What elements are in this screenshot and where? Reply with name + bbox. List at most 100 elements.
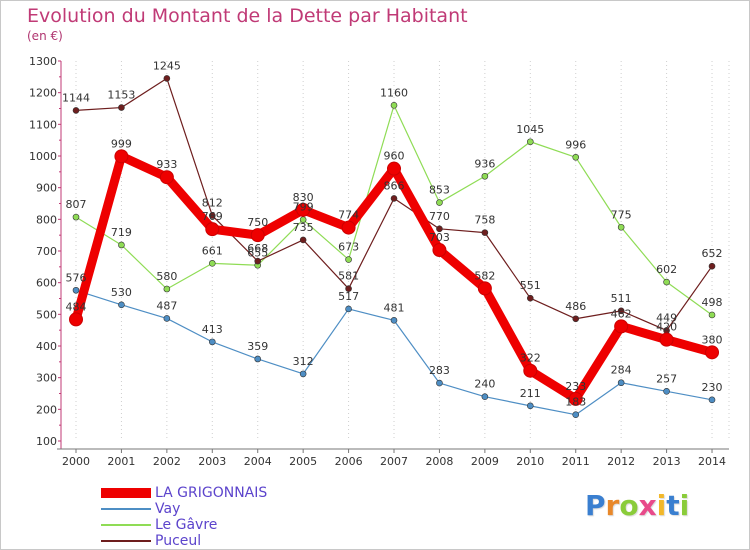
- data-point: [69, 312, 83, 327]
- data-label: 853: [429, 184, 450, 197]
- data-point: [299, 236, 307, 244]
- data-point: [481, 172, 489, 180]
- data-point: [572, 315, 580, 323]
- data-point: [617, 307, 625, 315]
- y-tick-label: 800: [36, 213, 57, 226]
- y-tick-label: 700: [36, 245, 57, 258]
- y-tick-label: 200: [36, 403, 57, 416]
- data-label: 1245: [153, 59, 181, 72]
- data-point: [208, 260, 216, 267]
- data-label: 807: [66, 198, 87, 211]
- data-label: 830: [293, 191, 314, 204]
- x-tick-label: 2004: [244, 455, 272, 468]
- data-point: [481, 229, 489, 236]
- data-point: [163, 75, 171, 82]
- x-tick-label: 2002: [153, 455, 181, 468]
- data-label: 775: [611, 208, 632, 221]
- data-label: 420: [656, 321, 677, 334]
- data-label: 936: [474, 157, 495, 170]
- legend-label: LA GRIGONNAIS: [155, 485, 268, 501]
- data-label: 230: [702, 381, 723, 394]
- data-point: [663, 387, 670, 395]
- data-label: 661: [202, 244, 223, 257]
- data-point: [614, 319, 629, 334]
- data-label: 719: [111, 226, 132, 239]
- data-point: [390, 317, 398, 324]
- data-label: 283: [429, 364, 450, 377]
- y-tick-label: 600: [36, 277, 57, 290]
- logo-letter: t: [666, 489, 680, 522]
- y-tick-label: 1000: [29, 150, 57, 163]
- data-point: [72, 213, 80, 221]
- data-point: [114, 149, 129, 164]
- data-point: [659, 332, 674, 347]
- data-point: [617, 379, 625, 387]
- y-tick-label: 1300: [29, 55, 57, 68]
- data-point: [118, 301, 125, 309]
- data-point: [163, 315, 171, 322]
- data-point: [708, 396, 716, 404]
- data-point: [436, 199, 443, 206]
- data-label: 770: [429, 210, 450, 223]
- y-tick-label: 1200: [29, 87, 57, 100]
- data-point: [526, 138, 534, 146]
- legend-label: Puceul: [155, 533, 202, 549]
- data-point: [481, 393, 489, 400]
- data-label: 769: [202, 210, 223, 223]
- y-tick-label: 400: [36, 340, 57, 353]
- x-tick-label: 2008: [425, 455, 453, 468]
- y-tick-label: 500: [36, 308, 57, 321]
- data-label: 758: [474, 214, 495, 227]
- data-label: 211: [520, 387, 541, 400]
- data-label: 652: [702, 247, 723, 260]
- data-label: 735: [293, 221, 314, 234]
- legend-swatch: [101, 508, 151, 510]
- data-point: [708, 262, 716, 270]
- data-label: 530: [111, 286, 132, 299]
- data-label: 240: [474, 378, 495, 391]
- data-point: [254, 257, 262, 265]
- legend-swatch: [101, 488, 151, 498]
- legend-label: Vay: [155, 501, 181, 517]
- data-point: [72, 286, 80, 294]
- data-point: [208, 338, 216, 346]
- data-label: 999: [111, 137, 132, 150]
- data-point: [477, 281, 492, 296]
- data-label: 866: [384, 179, 405, 192]
- data-point: [299, 370, 307, 378]
- x-tick-label: 2005: [289, 455, 317, 468]
- data-label: 580: [156, 270, 177, 283]
- data-label: 183: [565, 396, 586, 409]
- data-label: 750: [247, 216, 268, 229]
- data-label: 1160: [380, 86, 408, 99]
- data-point: [118, 241, 125, 249]
- data-point: [436, 225, 443, 233]
- data-label: 312: [293, 355, 314, 368]
- data-point: [432, 243, 447, 258]
- legend-swatch: [101, 524, 151, 526]
- data-label: 511: [611, 292, 632, 305]
- data-label: 462: [611, 307, 632, 320]
- data-label: 1144: [62, 91, 90, 104]
- data-point: [526, 294, 534, 302]
- data-label: 576: [66, 271, 87, 284]
- legend-label: Le Gâvre: [155, 517, 218, 533]
- data-point: [205, 222, 220, 237]
- data-point: [617, 223, 625, 231]
- data-label: 960: [384, 150, 405, 163]
- y-tick-label: 1100: [29, 118, 57, 131]
- data-point: [387, 161, 402, 176]
- data-label: 380: [702, 333, 723, 346]
- data-point: [572, 411, 580, 419]
- data-label: 774: [338, 209, 359, 222]
- data-label: 498: [702, 296, 723, 309]
- data-point: [159, 170, 174, 185]
- chart-title: Evolution du Montant de la Dette par Hab…: [27, 5, 468, 27]
- x-tick-label: 2009: [471, 455, 499, 468]
- data-point: [250, 228, 265, 243]
- x-tick-label: 2000: [62, 455, 90, 468]
- y-tick-label: 100: [36, 435, 57, 448]
- data-point: [341, 220, 356, 235]
- data-label: 322: [520, 352, 541, 365]
